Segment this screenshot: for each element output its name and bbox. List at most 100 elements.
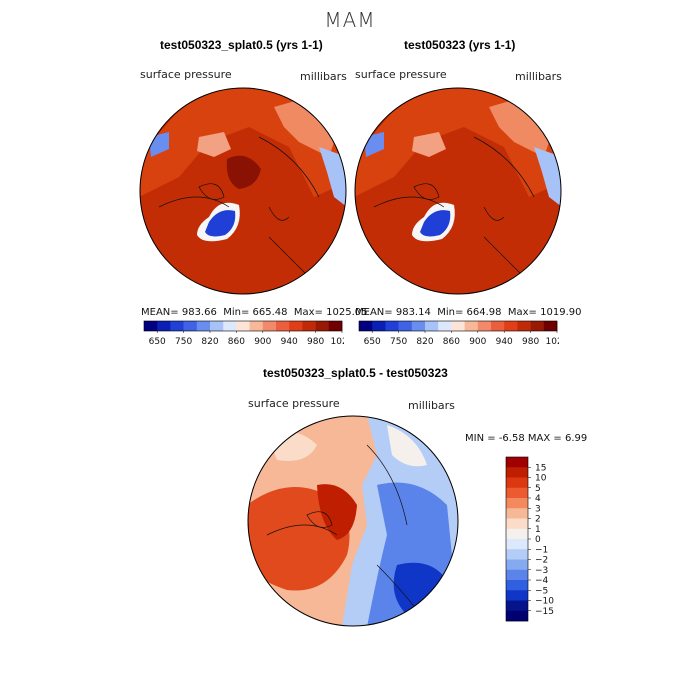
panel-2-min-label: Min=: [437, 307, 464, 318]
diff-colorbar-color-0: [506, 457, 528, 468]
panel-1-colorbar-tick-label-6: 980: [307, 337, 324, 347]
panel-1-map-islands: [198, 183, 290, 221]
diff-colorbar-tick-label-3: 4: [535, 494, 541, 504]
panel-1-colorbar-tick-label-1: 750: [175, 337, 192, 347]
diff-colorbar-color-15: [506, 610, 528, 622]
panel-2-colorbar-color-1: [372, 321, 386, 331]
diff-map-coastlines: [266, 444, 418, 611]
panel-2-mean-label: MEAN=: [355, 307, 393, 318]
panel-2-colorbar-color-8: [464, 321, 479, 331]
diff-min-value: -6.58: [498, 433, 525, 444]
panel-1-map-east-low-field: [319, 147, 346, 207]
panel-1-title: test050323_splat0.5 (yrs 1-1): [160, 38, 323, 52]
panel-1-colorbar-color-3: [183, 321, 198, 331]
panel-1-map: [139, 87, 347, 295]
diff-colorbar-color-10: [506, 559, 528, 571]
diff-colorbar-color-5: [506, 508, 528, 519]
panel-2-mean-value: 983.14: [395, 307, 431, 318]
panel-1-min-label: Min=: [223, 307, 250, 318]
panel-1-colorbar-tick-label-5: 940: [281, 337, 298, 347]
panel-1-colorbar-color-5: [210, 321, 224, 331]
diff-colorbar-tick-label-10: −3: [535, 566, 548, 576]
diff-title: test050323_splat0.5 - test050323: [263, 366, 448, 380]
panel-2-colorbar-color-11: [504, 321, 518, 331]
panel-2-max-label: Max=: [507, 307, 537, 318]
panel-1-colorbar-tick-label-3: 860: [228, 337, 245, 347]
panel-2-colorbar-color-12: [517, 321, 531, 331]
panel-1-colorbar-tick-label-0: 650: [149, 337, 166, 347]
diff-colorbar-color-8: [506, 539, 528, 550]
diff-colorbar-color-12: [506, 580, 528, 591]
diff-colorbar-color-1: [506, 467, 528, 478]
diff-colorbar-color-7: [506, 528, 528, 540]
panel-2-colorbar-tick-label-0: 650: [364, 337, 381, 347]
diff-colorbar-color-6: [506, 518, 528, 530]
diff-max-value: 6.99: [564, 433, 588, 444]
panel-2-map-ridge-field: [412, 132, 446, 157]
panel-1-units-label: millibars: [300, 70, 347, 83]
panel-2-colorbar-color-7: [451, 321, 465, 331]
panel-2-map-east-low-field: [534, 147, 561, 207]
diff-map-neutral-field: [387, 425, 427, 467]
panel-2-stats: MEAN= 983.14 Min= 664.98 Max= 1019.90: [355, 307, 581, 318]
panel-2-colorbar-tick-label-2: 820: [416, 337, 433, 347]
panel-2-colorbar-tick-label-7: 1020: [546, 337, 559, 347]
panel-2-colorbar-tick-label-3: 860: [443, 337, 460, 347]
diff-colorbar-tick-label-12: −5: [535, 586, 548, 596]
panel-2-units-label: millibars: [515, 70, 562, 83]
diff-map: [247, 415, 459, 627]
diff-stats: MIN = -6.58 MAX = 6.99: [465, 433, 587, 444]
panel-1-colorbar-color-8: [249, 321, 264, 331]
panel-1-max-label: Max=: [293, 307, 323, 318]
panel-1-mean-value: 983.66: [181, 307, 217, 318]
panel-1-colorbar-color-10: [276, 321, 290, 331]
panel-1-colorbar-tick-label-2: 820: [201, 337, 218, 347]
diff-colorbar-color-9: [506, 549, 528, 560]
panel-2-colorbar: 650 750 820 860 900 940 980 1020: [358, 320, 559, 347]
diff-colorbar-color-13: [506, 590, 528, 601]
diff-colorbar-color-4: [506, 498, 528, 509]
panel-1-colorbar-color-13: [315, 321, 330, 331]
panel-2-colorbar-color-10: [491, 321, 505, 331]
panel-1-map-ridge-field: [197, 132, 231, 157]
diff-colorbar-tick-label-6: 1: [535, 525, 541, 535]
diff-colorbar-color-11: [506, 569, 528, 581]
panel-1-field-label: surface pressure: [140, 68, 232, 81]
diff-units-label: millibars: [408, 399, 455, 412]
panel-2-colorbar-color-4: [411, 321, 426, 331]
diff-colorbar-tick-label-1: 10: [535, 474, 547, 484]
diff-colorbar-tick-label-7: 0: [535, 535, 541, 545]
diff-colorbar-tick-label-14: −15: [535, 607, 554, 617]
panel-1-map-arctic-high-field: [226, 155, 261, 189]
diff-max-label: MAX =: [527, 433, 562, 444]
diff-colorbar-color-2: [506, 477, 528, 489]
diff-map-max-positive-field: [317, 484, 357, 540]
diff-map-outline: [247, 415, 459, 627]
panel-2-colorbar-color-6: [438, 321, 452, 331]
panel-2-map-tibet-low-field: [420, 210, 451, 237]
diff-min-label: MIN =: [465, 433, 496, 444]
panel-1-max-value: 1025.05: [326, 307, 368, 318]
panel-1-stats: MEAN= 983.66 Min= 665.48 Max= 1025.05: [141, 307, 367, 318]
diff-colorbar-tick-label-2: 5: [535, 484, 541, 494]
panel-2-map-outline: [354, 87, 562, 295]
diff-colorbar-tick-label-4: 3: [535, 504, 541, 514]
panel-2-map: [354, 87, 562, 295]
panel-1-map-outline: [139, 87, 347, 295]
panel-1-colorbar-color-4: [196, 321, 211, 331]
diff-colorbar-tick-label-5: 2: [535, 515, 541, 525]
panel-2-colorbar-color-14: [543, 321, 558, 331]
panel-2-min-value: 664.98: [466, 307, 502, 318]
panel-2-title: test050323 (yrs 1-1): [404, 38, 516, 52]
panel-1-colorbar-tick-label-4: 900: [254, 337, 271, 347]
panel-1-colorbar-color-12: [302, 321, 316, 331]
panel-2-max-value: 1019.90: [540, 307, 582, 318]
panel-1-colorbar: 650 750 820 860 900 940 980 1020: [143, 320, 344, 347]
panel-2-colorbar-frame: [358, 320, 558, 332]
panel-2-colorbar-color-0: [359, 321, 373, 331]
panel-2-colorbar-tick-label-6: 980: [522, 337, 539, 347]
diff-field-label: surface pressure: [248, 397, 340, 410]
season-title: MAM: [324, 8, 376, 32]
panel-1-colorbar-color-9: [262, 321, 277, 331]
